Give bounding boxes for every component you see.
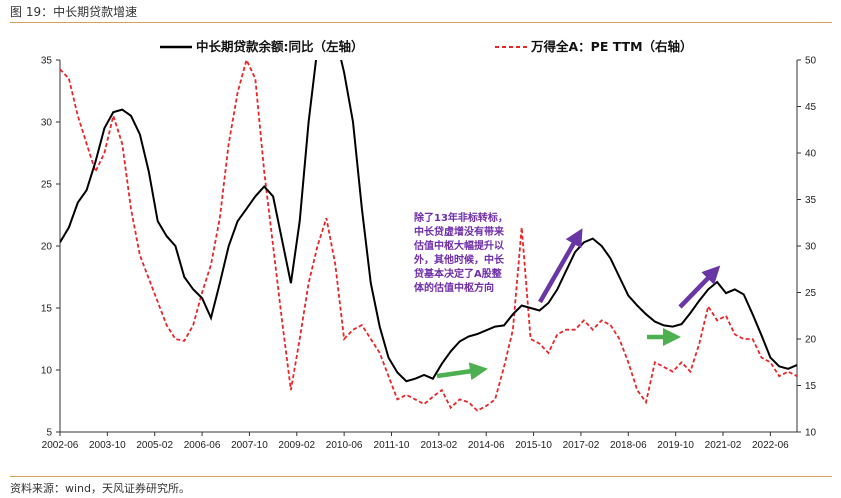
- x-tick-label: 2002-06: [42, 440, 79, 451]
- right-tick-label: 40: [805, 149, 817, 160]
- annotation-line: 中长贷虚增没有带来: [414, 225, 505, 238]
- annotation-line: 估值中枢大幅提升以: [413, 239, 504, 252]
- annotation-line: 外，其他时候，中长: [413, 253, 505, 266]
- right-tick-label: 10: [805, 428, 817, 439]
- series-pe-ttm-line: [60, 60, 797, 412]
- x-axis-ticks: 2002-06 2003-10 2005-02 2006-06 2007-10 2009-…: [42, 432, 789, 451]
- x-tick-label: 2019-10: [657, 440, 694, 451]
- left-tick-label: 25: [41, 180, 53, 191]
- annotation-text: 除了13年非标转标，中长贷虚增没有带来估值中枢大幅提升以外，其他时候，中长贷基本…: [413, 211, 508, 294]
- x-tick-label: 2011-10: [374, 440, 410, 451]
- x-tick-label: 2017-02: [563, 440, 600, 451]
- right-tick-label: 35: [805, 195, 817, 206]
- flat-arrow-2013: [436, 362, 488, 381]
- x-tick-label: 2006-06: [184, 440, 221, 451]
- left-axis-ticks: 5 10 15 20 25 30 35: [41, 56, 60, 439]
- legend-label-pe: 万得全A：PE TTM（右轴）: [530, 39, 693, 54]
- x-tick-label: 2005-02: [136, 440, 173, 451]
- left-tick-label: 20: [41, 242, 53, 253]
- right-tick-label: 45: [805, 102, 817, 113]
- uptrend-arrow-2020: [678, 265, 721, 309]
- x-tick-label: 2014-06: [468, 440, 505, 451]
- x-tick-label: 2013-02: [421, 440, 458, 451]
- right-tick-label: 50: [805, 56, 817, 67]
- right-tick-label: 25: [805, 288, 817, 299]
- right-tick-label: 20: [805, 335, 817, 346]
- source-note: 资料来源：wind，天风证券研究所。: [10, 482, 191, 495]
- top-divider: [10, 22, 832, 23]
- left-tick-label: 5: [46, 428, 52, 439]
- x-tick-label: 2007-10: [231, 440, 268, 451]
- x-tick-label: 2003-10: [89, 440, 126, 451]
- x-tick-label: 2022-06: [752, 440, 789, 451]
- annotation-line: 贷基本决定了A股整: [413, 267, 502, 280]
- left-tick-label: 10: [41, 366, 53, 377]
- right-axis-ticks: 10 15 20 25 30 35 40 45 50: [797, 56, 817, 439]
- x-tick-label: 2009-02: [278, 440, 315, 451]
- uptrend-arrow-2016: [538, 228, 583, 304]
- annotation-line: 除了13年非标转标，: [414, 211, 508, 224]
- legend: 中长期贷款余额:同比（左轴） 万得全A：PE TTM（右轴）: [160, 39, 693, 54]
- legend-label-loan: 中长期贷款余额:同比（左轴）: [196, 39, 364, 54]
- left-tick-label: 15: [41, 304, 53, 315]
- left-tick-label: 35: [41, 56, 53, 67]
- x-tick-label: 2018-06: [610, 440, 647, 451]
- figure-title: 图 19：中长期贷款增速: [10, 5, 138, 19]
- x-tick-label: 2021-02: [705, 440, 742, 451]
- series-loan-growth-line: [60, 60, 797, 383]
- x-tick-label: 2015-10: [515, 440, 552, 451]
- x-tick-label: 2010-06: [326, 440, 363, 451]
- left-tick-label: 30: [41, 118, 53, 129]
- annotation-line: 体的估值中枢方向: [414, 281, 494, 294]
- bottom-divider: [10, 476, 832, 477]
- right-tick-label: 30: [805, 242, 817, 253]
- right-tick-label: 15: [805, 381, 817, 392]
